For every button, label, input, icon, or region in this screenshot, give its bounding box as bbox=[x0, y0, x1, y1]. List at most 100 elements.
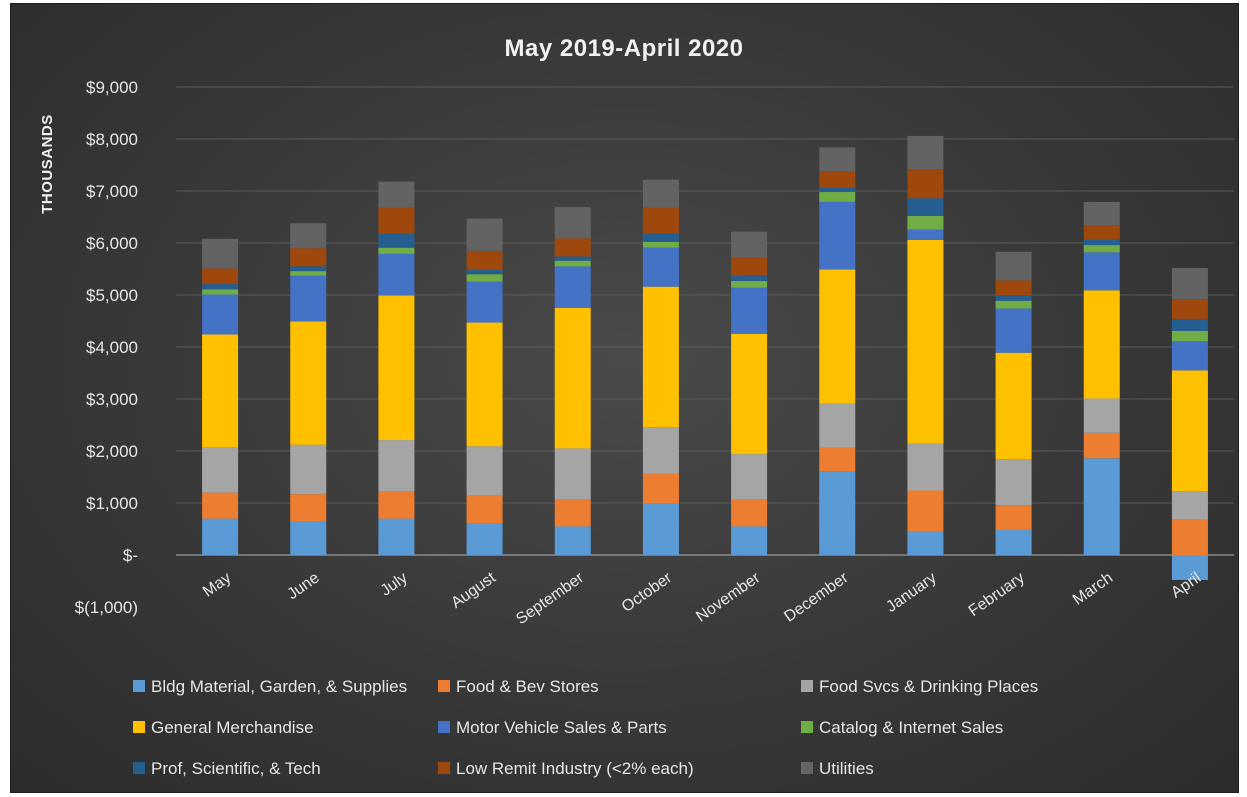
bar-segment bbox=[995, 505, 1032, 531]
bar-segment bbox=[554, 266, 591, 308]
bar-segment bbox=[1083, 290, 1120, 399]
legend-swatch bbox=[133, 721, 145, 733]
bar-segment bbox=[819, 471, 856, 555]
bar-segment bbox=[554, 448, 591, 500]
x-tick-label: January bbox=[883, 569, 939, 616]
y-tick-label: $8,000 bbox=[86, 130, 138, 149]
chart-title: May 2019-April 2020 bbox=[505, 35, 744, 62]
bar-segment bbox=[907, 198, 944, 216]
bar-segment bbox=[554, 238, 591, 257]
bar-segment bbox=[1083, 458, 1120, 555]
x-tick-label: March bbox=[1070, 569, 1116, 608]
bar-segment bbox=[907, 169, 944, 199]
bar-segment bbox=[378, 181, 415, 208]
y-tick-label: $6,000 bbox=[86, 234, 138, 253]
bar-segment bbox=[907, 443, 944, 491]
bar-segment bbox=[1083, 239, 1120, 246]
bar-segment bbox=[1083, 225, 1120, 240]
stacked-bar-chart: May 2019-April 2020 THOUSANDS $9,000 $8,0… bbox=[39, 35, 1234, 778]
x-tick-label: July bbox=[378, 569, 411, 599]
bar-segment bbox=[995, 300, 1032, 309]
bar-segment bbox=[819, 192, 856, 202]
bar-segment bbox=[1083, 201, 1120, 226]
legend-swatch bbox=[801, 721, 813, 733]
bar-segment bbox=[731, 275, 768, 281]
bar-segment bbox=[554, 499, 591, 527]
bar-segment bbox=[466, 322, 503, 447]
bar-segment bbox=[1171, 370, 1208, 492]
bar-segment bbox=[1171, 330, 1208, 342]
bar-segment bbox=[1171, 491, 1208, 520]
bar-segment bbox=[1083, 245, 1120, 253]
bar-segment bbox=[466, 446, 503, 496]
bar-segment bbox=[642, 503, 679, 555]
y-tick-label: $7,000 bbox=[86, 182, 138, 201]
y-tick-label: $1,000 bbox=[86, 494, 138, 513]
bar-segment bbox=[202, 518, 239, 555]
bar-segment bbox=[642, 286, 679, 428]
legend-label: Prof, Scientific, & Tech bbox=[151, 759, 321, 778]
bar-segment bbox=[995, 280, 1032, 295]
bar-segment bbox=[642, 207, 679, 234]
legend-swatch bbox=[133, 680, 145, 692]
y-axis-ticks: $9,000 $8,000 $7,000 $6,000 $5,000 $4,000 $3,0… bbox=[75, 78, 138, 617]
bar-segment bbox=[466, 250, 503, 271]
y-tick-label: $- bbox=[123, 546, 138, 565]
legend-label: Bldg Material, Garden, & Supplies bbox=[151, 677, 407, 696]
bar-segment bbox=[466, 495, 503, 524]
bar-segment bbox=[642, 241, 679, 248]
y-tick-label: $(1,000) bbox=[75, 598, 138, 617]
bar-segment bbox=[819, 403, 856, 448]
bar-segment bbox=[466, 523, 503, 555]
bar-segment bbox=[1171, 299, 1208, 319]
bar-segment bbox=[554, 260, 591, 267]
bar-segment bbox=[202, 238, 239, 269]
bar-segment bbox=[290, 444, 327, 495]
bar-segment bbox=[378, 253, 415, 296]
bar-segment bbox=[907, 490, 944, 532]
bar-segment bbox=[1083, 252, 1120, 291]
y-tick-label: $4,000 bbox=[86, 338, 138, 357]
bar-segment bbox=[731, 526, 768, 555]
x-tick-label: February bbox=[966, 569, 1028, 620]
legend-swatch bbox=[438, 680, 450, 692]
bar-segment bbox=[290, 321, 327, 445]
legend-swatch bbox=[133, 762, 145, 774]
bar-segment bbox=[554, 256, 591, 261]
bar-segment bbox=[290, 521, 327, 555]
bar-segment bbox=[378, 207, 415, 234]
bar-segment bbox=[202, 334, 239, 448]
bar-segment bbox=[378, 440, 415, 492]
bar-segment bbox=[290, 266, 327, 272]
bar-segment bbox=[907, 215, 944, 230]
bar-segment bbox=[819, 269, 856, 404]
bar-segment bbox=[1171, 318, 1208, 331]
bar-segment bbox=[642, 427, 679, 474]
x-tick-label: September bbox=[513, 569, 587, 628]
bar-segment bbox=[642, 233, 679, 242]
bar-segment bbox=[731, 231, 768, 258]
bar-segment bbox=[731, 334, 768, 455]
bar-segment bbox=[378, 247, 415, 254]
x-tick-label: May bbox=[200, 569, 235, 600]
bar-segment bbox=[466, 270, 503, 275]
legend-label: Catalog & Internet Sales bbox=[819, 718, 1003, 737]
bar-segment bbox=[731, 280, 768, 288]
bar-segment bbox=[466, 218, 503, 251]
y-tick-label: $2,000 bbox=[86, 442, 138, 461]
legend-label: Food Svcs & Drinking Places bbox=[819, 677, 1038, 696]
bar-segment bbox=[642, 179, 679, 208]
bar-segment bbox=[731, 257, 768, 276]
gridlines bbox=[176, 86, 1234, 556]
bar-segment bbox=[290, 248, 327, 267]
bar-segment bbox=[819, 447, 856, 472]
bar-segment bbox=[819, 187, 856, 193]
legend-label: Utilities bbox=[819, 759, 874, 778]
bar-segment bbox=[466, 281, 503, 323]
bar-segment bbox=[907, 229, 944, 240]
bar-segment bbox=[642, 473, 679, 503]
chart-area: May 2019-April 2020 THOUSANDS $9,000 $8,0… bbox=[10, 3, 1239, 793]
legend-label: Food & Bev Stores bbox=[456, 677, 599, 696]
bar-segment bbox=[290, 223, 327, 249]
x-tick-label: June bbox=[284, 569, 322, 603]
